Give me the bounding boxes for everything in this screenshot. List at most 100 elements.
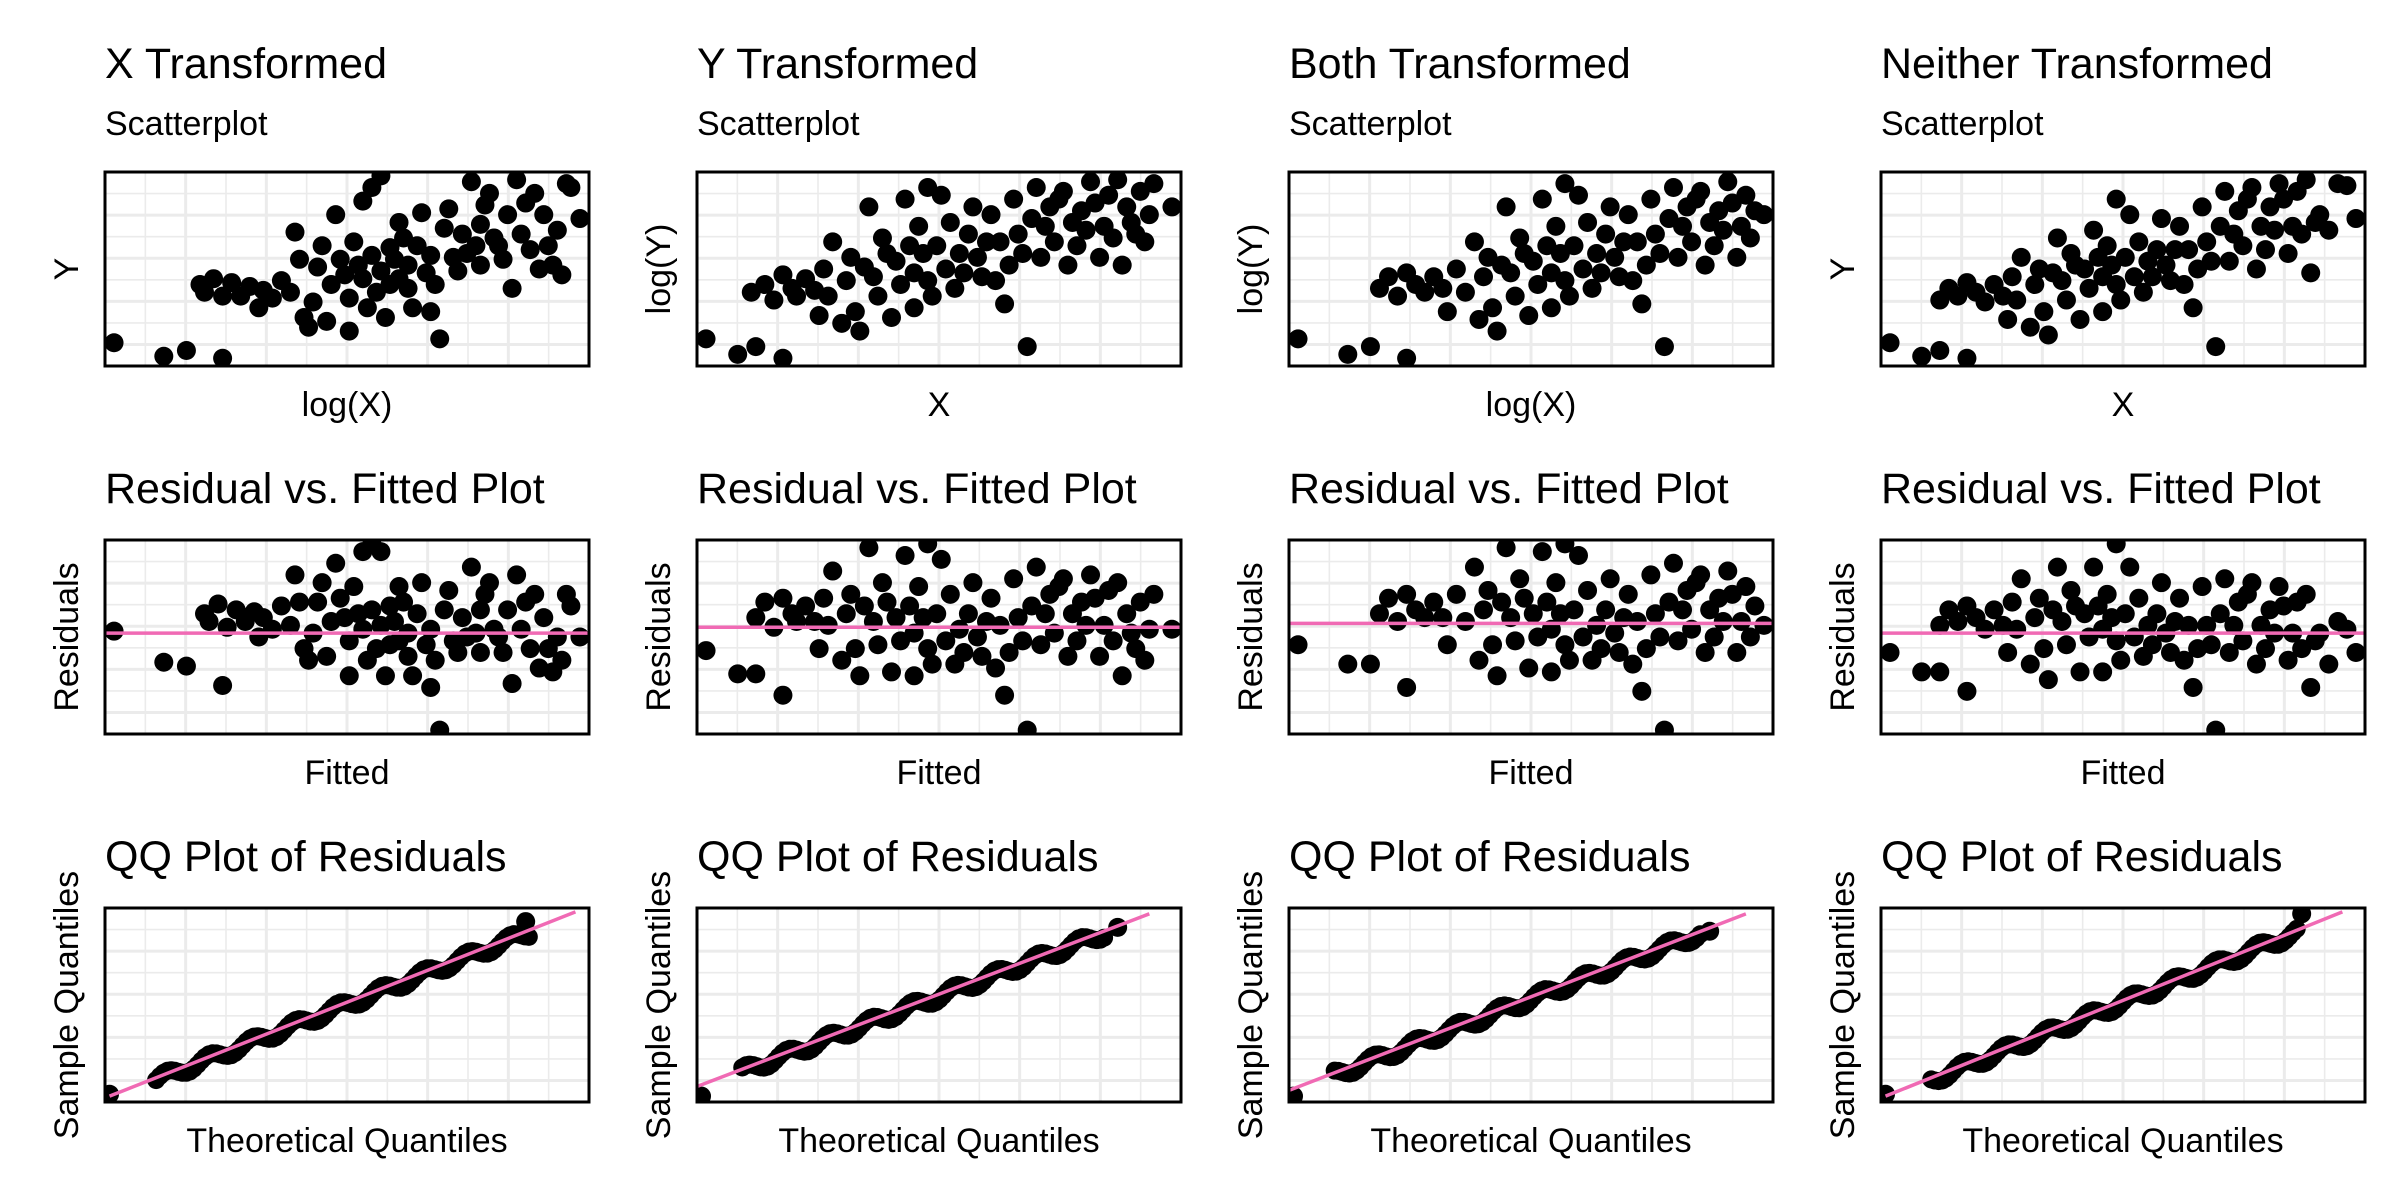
data-point [1682,232,1702,252]
data-point [520,240,540,260]
data-point [2038,325,2058,345]
data-point [308,592,328,612]
data-point [2165,240,2185,260]
data-point [1090,646,1110,666]
data-point [1081,172,1101,192]
data-point [972,646,992,666]
data-point [1487,321,1507,341]
data-point [2147,240,2167,260]
panel-scatter-1: X Transformed Scatterplot log(X) Y [48,40,591,424]
y-axis-label: Sample Quantiles [640,871,678,1139]
data-point [1510,228,1530,248]
data-point [809,639,829,659]
data-point [2047,228,2067,248]
data-point [2061,580,2081,600]
data-point [1641,565,1661,585]
data-point [2097,236,2117,256]
data-point [995,294,1015,314]
data-point [1912,662,1932,682]
data-point [2346,209,2365,229]
data-point [362,600,382,620]
data-point [2183,298,2203,318]
data-point [2025,608,2045,628]
data-point [1881,333,1900,353]
data-point [2070,662,2090,682]
data-point [1523,251,1543,271]
x-axis-label: Theoretical Quantiles [1370,1122,1691,1160]
data-point [1135,650,1155,670]
data-point [511,224,531,244]
data-point [1568,546,1588,566]
panel-qq-3: QQ Plot of Residuals Theoretical Quantile… [1232,833,1775,1160]
data-point [1496,197,1516,217]
grid-lines [697,908,1181,1102]
panel-subtitle: Scatterplot [1289,105,1452,143]
data-point [498,600,518,620]
data-point [335,265,355,285]
data-point [1162,197,1181,217]
data-point [1360,337,1380,357]
data-point [2106,631,2126,651]
panel-frame [103,906,591,1104]
data-point [1573,259,1593,279]
data-point [222,273,242,293]
panel-subtitle: Scatterplot [697,105,860,143]
data-point [1487,666,1507,686]
data-point [1433,278,1453,298]
data-point [1578,212,1598,232]
data-point [728,664,748,684]
data-point [1017,720,1037,734]
data-point [809,306,829,326]
data-point [1564,236,1584,256]
data-point [280,615,300,635]
data-point [552,265,572,285]
data-point [986,271,1006,291]
plot-marks [1881,172,2365,366]
data-point [891,275,911,295]
data-point [470,214,490,234]
data-point [1464,232,1484,252]
data-point [1627,611,1647,631]
data-point [1605,623,1625,643]
data-point [2052,271,2072,291]
data-point [1519,658,1539,678]
y-axis-label: Residuals [640,562,678,711]
panel-title: QQ Plot of Residuals [1881,833,2283,881]
data-point [262,288,282,308]
data-point [1510,569,1530,589]
data-point [986,658,1006,678]
panel-frame [695,538,1183,736]
data-point [2255,639,2275,659]
x-axis-label: X [928,386,951,424]
data-point [1881,643,1900,663]
data-point [2020,654,2040,674]
data-point [1446,584,1466,604]
data-point [1731,611,1751,631]
data-point [321,275,341,295]
data-point [1605,247,1625,267]
data-point [2133,282,2153,302]
data-point [999,255,1019,275]
panel-frame [1287,538,1775,736]
data-point [1596,600,1616,620]
data-point [213,286,233,306]
data-point [1026,178,1046,198]
data-point [2206,337,2226,357]
data-point [525,584,545,604]
data-point [1108,172,1128,190]
panel-frame [1879,538,2367,736]
data-point [430,720,450,734]
data-point [990,615,1010,635]
panel-frame [1287,906,1775,1104]
data-point [1975,619,1995,639]
data-point [105,621,124,641]
data-point [1957,681,1977,701]
data-point [1736,577,1756,597]
y-axis-label: Residuals [1824,562,1862,711]
data-point [403,298,423,318]
panels-layer: X Transformed Scatterplot log(X) Y Y Transfo… [48,40,2367,1160]
plot-marks [697,912,1150,1102]
panel-residual-2: Residual vs. Fitted Plot Fitted Residuals [640,465,1183,792]
data-point [561,596,581,616]
